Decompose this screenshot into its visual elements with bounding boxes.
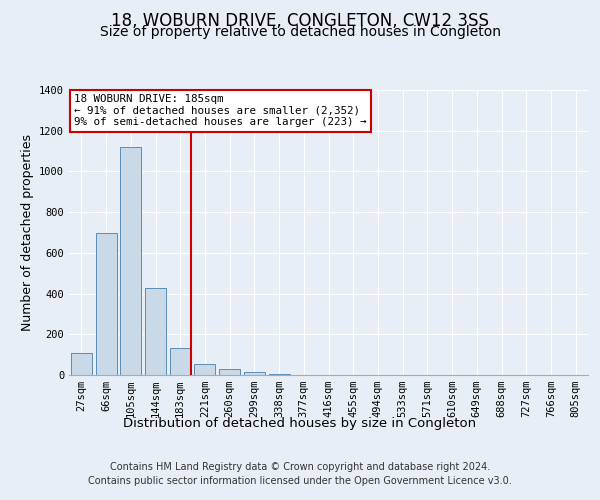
Text: Size of property relative to detached houses in Congleton: Size of property relative to detached ho…	[100, 25, 500, 39]
Text: 18, WOBURN DRIVE, CONGLETON, CW12 3SS: 18, WOBURN DRIVE, CONGLETON, CW12 3SS	[111, 12, 489, 30]
Bar	[145, 288, 166, 375]
Bar	[170, 348, 191, 375]
Bar	[269, 374, 290, 375]
Bar	[120, 147, 141, 375]
Bar	[71, 352, 92, 375]
Bar	[194, 364, 215, 375]
Text: Distribution of detached houses by size in Congleton: Distribution of detached houses by size …	[124, 418, 476, 430]
Text: 18 WOBURN DRIVE: 185sqm
← 91% of detached houses are smaller (2,352)
9% of semi-: 18 WOBURN DRIVE: 185sqm ← 91% of detache…	[74, 94, 367, 128]
Bar	[219, 369, 240, 375]
Text: Contains public sector information licensed under the Open Government Licence v3: Contains public sector information licen…	[88, 476, 512, 486]
Bar	[244, 372, 265, 375]
Y-axis label: Number of detached properties: Number of detached properties	[20, 134, 34, 331]
Text: Contains HM Land Registry data © Crown copyright and database right 2024.: Contains HM Land Registry data © Crown c…	[110, 462, 490, 472]
Bar	[95, 232, 116, 375]
